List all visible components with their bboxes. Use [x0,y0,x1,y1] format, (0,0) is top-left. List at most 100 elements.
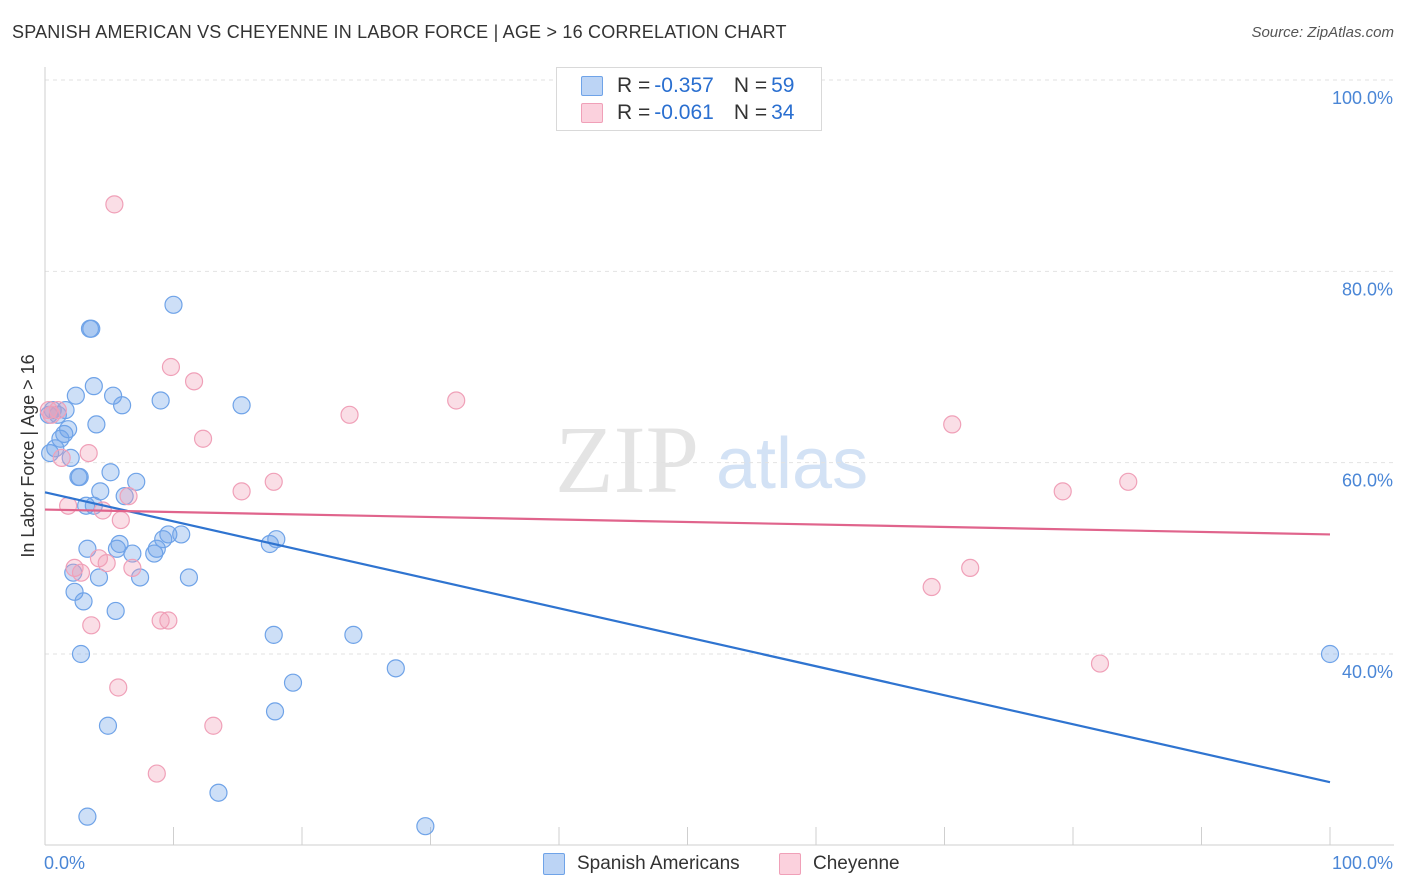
data-point-cheyenne [71,563,91,582]
data-point-spanish-americans [159,525,178,544]
bottom-legend-cheyenne: Cheyenne [779,851,900,877]
data-point-cheyenne [159,611,178,630]
legend-n-label: N = [733,101,768,124]
data-point-cheyenne [961,558,980,578]
data-point-spanish-americans [91,482,110,501]
data-point-spanish-americans [386,659,405,678]
data-point-cheyenne [151,611,170,630]
data-point-spanish-americans [89,568,109,587]
y-axis-title: In Labor Force | Age > 16 [18,354,38,557]
y-tick-label: 100.0% [1332,88,1393,108]
legend-swatch-pink [581,103,603,123]
data-point-spanish-americans [101,463,120,482]
data-point-spanish-americans [98,716,118,735]
data-point-cheyenne [147,764,166,783]
x-tick-label: 0.0% [44,853,85,873]
data-point-cheyenne [82,616,101,635]
data-point-spanish-americans [115,487,134,506]
series-cheyenne [39,195,1138,783]
data-point-cheyenne [232,482,251,501]
bottom-legend-label: Cheyenne [813,853,900,874]
trend-line-spanish-americans [44,491,1331,784]
data-point-cheyenne [340,405,359,424]
data-point-cheyenne [193,429,213,448]
data-point-cheyenne [97,554,116,573]
x-tick-label: 100.0% [1332,853,1393,873]
data-point-spanish-americans [78,807,97,826]
watermark-zip: ZIP [555,406,699,513]
data-point-cheyenne [105,195,124,214]
legend-r-value: -0.061 [654,101,714,124]
legend-n-value: 34 [771,101,795,124]
data-point-spanish-americans [179,568,199,587]
data-point-spanish-americans [82,319,101,338]
data-point-spanish-americans [123,544,142,563]
data-point-spanish-americans [130,568,150,587]
data-point-cheyenne [161,357,181,377]
y-tick-label: 40.0% [1342,662,1393,682]
data-point-spanish-americans [283,673,303,692]
data-point-spanish-americans [87,415,106,434]
data-point-cheyenne [123,558,142,578]
data-point-spanish-americans [344,625,363,644]
data-point-cheyenne [204,716,223,735]
trend-line-cheyenne [44,508,1331,536]
data-point-spanish-americans [110,534,129,554]
axes [44,67,1394,846]
legend-n-value: 59 [771,74,795,97]
data-point-spanish-americans [416,817,435,836]
data-point-cheyenne [119,487,138,506]
data-point-cheyenne [922,577,941,597]
x-tick-labels: 0.0% 100.0% [44,853,1393,873]
legend-swatch-blue [581,76,603,96]
y-tick-labels: 40.0% 60.0% 80.0% 100.0% [1332,88,1393,682]
data-point-spanish-americans [232,396,251,415]
data-point-cheyenne [184,372,204,391]
data-point-spanish-americans [46,439,65,458]
data-point-cheyenne [52,448,71,467]
bottom-legend-label: Spanish Americans [577,853,740,874]
data-point-cheyenne [447,391,466,410]
data-point-cheyenne [1090,654,1110,673]
bottom-legend-swatch-blue [543,853,565,875]
y-tick-label: 80.0% [1342,279,1393,299]
stats-legend: R = -0.357 N = 59 R = -0.061 N = 34 [556,67,822,131]
legend-row-cheyenne: R = -0.061 N = 34 [581,100,794,126]
chart-title: SPANISH AMERICAN VS CHEYENNE IN LABOR FO… [12,22,787,42]
data-point-cheyenne [943,415,962,434]
legend-r-value: -0.357 [654,74,714,97]
data-point-spanish-americans [209,783,228,802]
data-point-spanish-americans [1320,644,1340,664]
trend-lines [44,491,1331,784]
y-tick-label: 60.0% [1342,471,1393,491]
data-point-spanish-americans [145,544,164,563]
bottom-legend-spanish-americans: Spanish Americans [543,851,740,877]
data-point-spanish-americans [147,539,166,558]
data-point-spanish-americans [112,396,132,415]
data-point-spanish-americans [66,386,85,405]
data-point-spanish-americans [127,472,146,491]
data-point-cheyenne [109,678,128,697]
source-label: Source: ZipAtlas.com [1251,24,1394,41]
data-point-cheyenne [111,510,130,530]
data-point-spanish-americans [151,391,170,410]
legend-row-spanish-americans: R = -0.357 N = 59 [581,73,794,99]
data-point-spanish-americans [71,644,91,664]
series-spanish-americans [39,295,1340,836]
legend-r-label: R = [617,101,651,124]
legend-n-label: N = [733,74,768,97]
data-point-spanish-americans [164,295,183,314]
data-point-spanish-americans [264,625,283,644]
data-point-spanish-americans [84,377,103,396]
data-point-spanish-americans [74,592,93,611]
bottom-legend-swatch-pink [779,853,801,875]
data-point-cheyenne [264,472,283,491]
data-point-cheyenne [1119,472,1138,491]
data-point-spanish-americans [70,467,89,487]
data-point-cheyenne [1053,482,1072,501]
gridlines [45,79,1394,655]
data-point-spanish-americans [106,601,125,621]
data-point-spanish-americans [59,420,78,439]
data-point-spanish-americans [265,702,285,721]
